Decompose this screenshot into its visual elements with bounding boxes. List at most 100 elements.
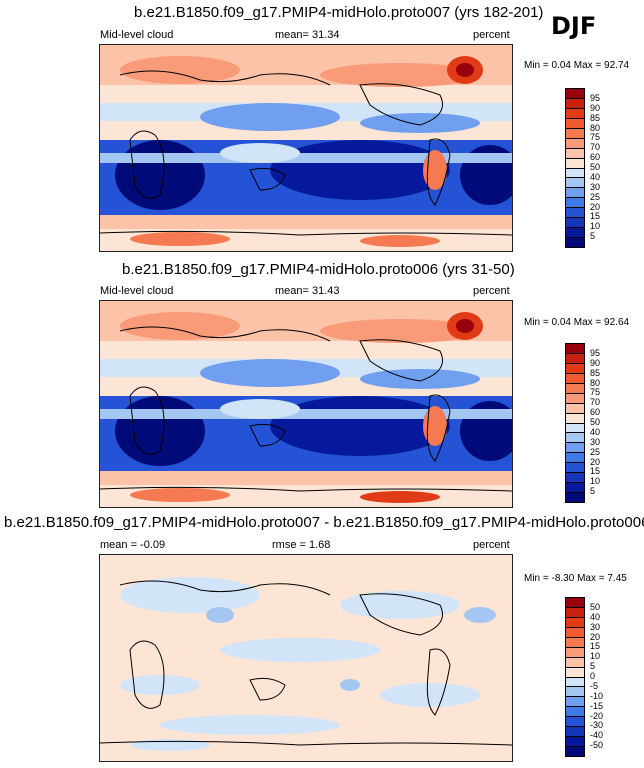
colorbar-swatch	[566, 188, 584, 199]
colorbar-swatch	[566, 697, 584, 708]
colorbar-swatch	[566, 423, 584, 434]
colorbar-swatch	[566, 657, 584, 668]
colorbar-swatch	[566, 373, 584, 384]
colorbar-swatch	[566, 138, 584, 149]
colorbar-swatch	[566, 493, 584, 502]
colorbar-swatch	[566, 413, 584, 424]
colorbar-swatch	[566, 363, 584, 374]
colorbar-tick-label: -20	[590, 710, 604, 721]
colorbar-swatch	[566, 148, 584, 159]
colorbar-swatch	[566, 463, 584, 474]
colorbar-tick-label: 15	[590, 211, 601, 222]
colorbar-tick-label: 5	[590, 486, 596, 497]
colorbar-swatch	[566, 108, 584, 119]
colorbar-swatch	[566, 747, 584, 756]
colorbar-swatch	[566, 98, 584, 109]
panel-3-map	[99, 554, 513, 762]
panel-2-mean-label: mean= 31.43	[275, 285, 340, 297]
colorbar-swatch	[566, 667, 584, 678]
colorbar-tick-label: -50	[590, 740, 604, 751]
colorbar-tick-label: 30	[590, 621, 601, 632]
colorbar-tick-label: -15	[590, 700, 604, 711]
panel-1-map	[99, 44, 513, 252]
panel-2-colorbar	[565, 343, 585, 503]
panel-1-units-label: percent	[473, 29, 510, 41]
colorbar-tick-label: 10	[590, 651, 601, 662]
colorbar-tick-label: 25	[590, 191, 601, 202]
colorbar-tick-label: -40	[590, 730, 604, 741]
colorbar-swatch	[566, 128, 584, 139]
colorbar-swatch	[566, 208, 584, 219]
panel-3-minmax: Min = -8.30 Max = 7.45	[524, 573, 627, 584]
colorbar-tick-label: 80	[590, 122, 601, 133]
colorbar-tick-label: 20	[590, 201, 601, 212]
colorbar-tick-label: 25	[590, 446, 601, 457]
colorbar-tick-label: 15	[590, 641, 601, 652]
colorbar-swatch	[566, 158, 584, 169]
colorbar-tick-label: 50	[590, 417, 601, 427]
colorbar-tick-label: 60	[590, 152, 601, 163]
panel-1-minmax: Min = 0.04 Max = 92.74	[524, 60, 630, 71]
colorbar-tick-label: 20	[590, 456, 601, 467]
panel-3-rmse-label: rmse = 1.68	[272, 539, 331, 551]
panel-3-mean-label: mean = -0.09	[100, 539, 166, 551]
colorbar-swatch	[566, 403, 584, 414]
colorbar-swatch	[566, 118, 584, 129]
colorbar-swatch	[566, 353, 584, 364]
colorbar-tick-label: -30	[590, 720, 604, 731]
panel-1-map-field	[100, 45, 512, 251]
colorbar-swatch	[566, 238, 584, 247]
colorbar-swatch	[566, 687, 584, 698]
colorbar-tick-label: -5	[590, 680, 599, 691]
colorbar-swatch	[566, 344, 584, 354]
colorbar-swatch	[566, 443, 584, 454]
colorbar-swatch	[566, 717, 584, 728]
colorbar-tick-label: 50	[590, 601, 601, 612]
colorbar-swatch	[566, 737, 584, 748]
panel-2-title: b.e21.B1850.f09_g17.PMIP4-midHolo.proto0…	[122, 261, 515, 278]
colorbar-tick-label: 60	[590, 407, 601, 418]
colorbar-swatch	[566, 598, 584, 608]
colorbar-swatch	[566, 218, 584, 229]
panel-2-variable-label: Mid-level cloud	[100, 285, 174, 297]
colorbar-tick-label: 30	[590, 436, 601, 447]
colorbar-tick-label: 90	[590, 357, 601, 368]
colorbar-swatch	[566, 637, 584, 648]
colorbar-swatch	[566, 473, 584, 484]
panel-1-title: b.e21.B1850.f09_g17.PMIP4-midHolo.proto0…	[134, 4, 544, 21]
colorbar-swatch	[566, 178, 584, 189]
colorbar-tick-label: 10	[590, 476, 601, 487]
colorbar-swatch	[566, 607, 584, 618]
colorbar-tick-label: 50	[590, 162, 601, 172]
panel-1-variable-label: Mid-level cloud	[100, 29, 174, 41]
panel-1-mean-label: mean= 31.34	[275, 29, 340, 41]
colorbar-swatch	[566, 168, 584, 179]
colorbar-tick-label: 75	[590, 132, 601, 143]
panel-1-colorbar	[565, 88, 585, 248]
colorbar-tick-label: 20	[590, 631, 601, 642]
panel-3-map-field	[100, 555, 512, 761]
colorbar-tick-label: 95	[590, 92, 601, 103]
colorbar-swatch	[566, 453, 584, 464]
colorbar-swatch	[566, 707, 584, 718]
colorbar-swatch	[566, 393, 584, 404]
colorbar-swatch	[566, 89, 584, 99]
panel-2-map-field	[100, 301, 512, 507]
colorbar-tick-label: 95	[590, 347, 601, 358]
colorbar-tick-label: 30	[590, 181, 601, 192]
colorbar-swatch	[566, 228, 584, 239]
colorbar-swatch	[566, 483, 584, 494]
colorbar-swatch	[566, 383, 584, 394]
colorbar-tick-label: 0	[590, 671, 596, 681]
colorbar-tick-label: 80	[590, 377, 601, 388]
colorbar-tick-label: 5	[590, 231, 596, 242]
colorbar-swatch	[566, 677, 584, 688]
colorbar-swatch	[566, 198, 584, 209]
colorbar-tick-label: 90	[590, 102, 601, 113]
panel-3-units-label: percent	[473, 539, 510, 551]
colorbar-tick-label: 15	[590, 466, 601, 477]
panel-2-minmax: Min = 0.04 Max = 92.64	[524, 317, 630, 328]
colorbar-swatch	[566, 433, 584, 444]
colorbar-tick-label: 85	[590, 112, 601, 123]
colorbar-swatch	[566, 727, 584, 738]
